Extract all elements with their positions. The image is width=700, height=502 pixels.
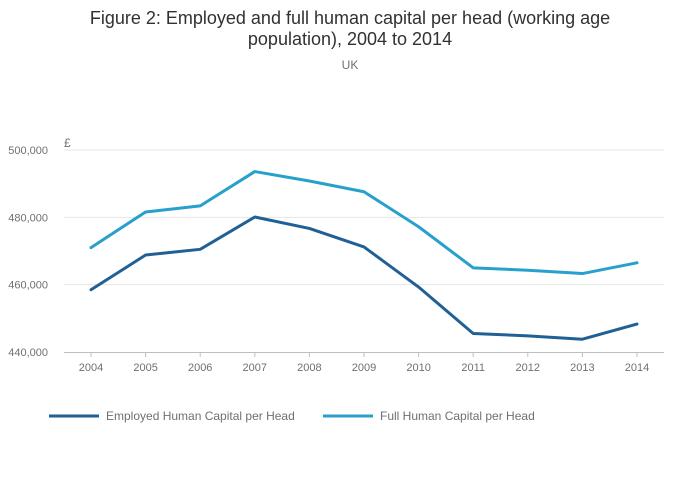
x-tick-label: 2006: [188, 362, 212, 374]
y-axis: 440,000 460,000 480,000 500,000 £: [8, 136, 71, 359]
chart-subtitle: UK: [341, 58, 359, 72]
y-unit-label: £: [64, 136, 71, 150]
x-tick-label: 2011: [461, 362, 485, 374]
y-tick-label: 480,000: [8, 212, 48, 224]
legend-label: Employed Human Capital per Head: [106, 409, 295, 423]
y-tick-label: 460,000: [8, 280, 48, 292]
x-tick-label: 2004: [79, 362, 103, 374]
legend-label: Full Human Capital per Head: [380, 409, 535, 423]
x-tick-label: 2014: [625, 362, 649, 374]
x-tick-label: 2009: [352, 362, 376, 374]
series-lines: [89, 170, 639, 341]
x-axis: 2004 2005 2006 2007 2008 2009 2010 2011 2012 2013…: [64, 352, 664, 374]
y-tick-label: 440,000: [8, 347, 48, 359]
y-tick-label: 500,000: [8, 145, 48, 157]
legend: Employed Human Capital per Head Full Huma…: [49, 409, 535, 423]
chart-title: Figure 2: Employed and full human capita…: [89, 8, 611, 49]
series-line-2: [89, 170, 639, 276]
x-tick-label: 2013: [570, 362, 594, 374]
x-tick-label: 2010: [406, 362, 430, 374]
x-tick-label: 2005: [133, 362, 157, 374]
x-tick-label: 2012: [516, 362, 540, 374]
series-line-1: [89, 215, 639, 341]
x-tick-label: 2008: [297, 362, 321, 374]
x-tick-label: 2007: [243, 362, 267, 374]
gridlines: [64, 149, 664, 286]
